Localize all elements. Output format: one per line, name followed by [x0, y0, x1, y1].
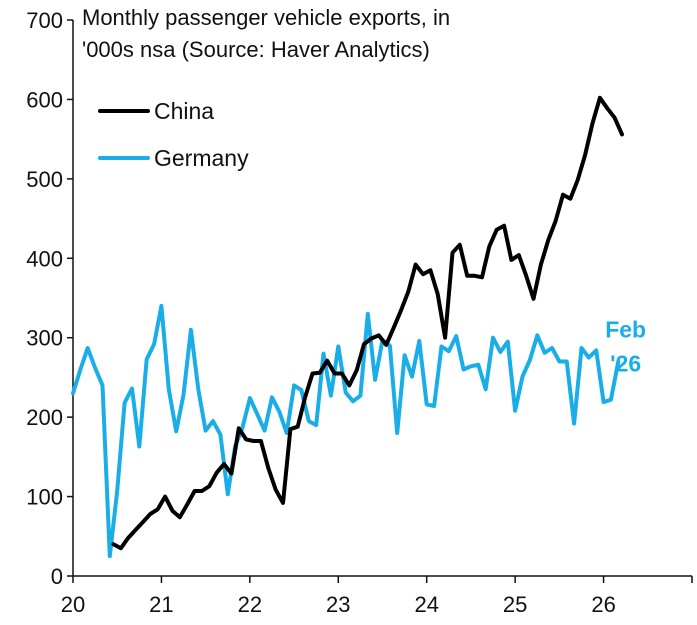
- x-tick-label: 20: [61, 592, 85, 617]
- legend-label-germany: Germany: [154, 145, 249, 171]
- legend: China Germany: [98, 98, 249, 171]
- x-tick-label: 25: [503, 592, 527, 617]
- y-tick-label: 200: [26, 405, 63, 430]
- annotation-line-2: '26: [610, 351, 641, 377]
- y-tick-label: 300: [26, 326, 63, 351]
- legend-label-china: China: [154, 98, 214, 124]
- y-tick-label: 100: [26, 485, 63, 510]
- y-axis-ticks: 0 100 200 300 400 500 600 700: [26, 8, 74, 589]
- y-tick-label: 500: [26, 167, 63, 192]
- x-tick-label: 21: [149, 592, 173, 617]
- x-tick-label: 23: [326, 592, 350, 617]
- y-tick-label: 0: [51, 564, 63, 589]
- annotation-feb-26: Feb '26: [605, 317, 646, 377]
- annotation-line-1: Feb: [605, 317, 646, 343]
- series-line-germany: [71, 303, 621, 559]
- y-tick-label: 700: [26, 8, 63, 33]
- x-tick-label: 22: [238, 592, 262, 617]
- series-line-china: [111, 95, 624, 551]
- series-layer: [71, 95, 624, 559]
- x-tick-label: 26: [591, 592, 615, 617]
- x-tick-label: 24: [414, 592, 438, 617]
- y-tick-label: 400: [26, 246, 63, 271]
- x-axis-ticks: 20 21 22 23 24 25 26: [61, 576, 693, 617]
- chart-title-line-1: Monthly passenger vehicle exports, in: [82, 5, 450, 30]
- chart-title-line-2: '000s nsa (Source: Haver Analytics): [82, 37, 430, 62]
- y-tick-label: 600: [26, 87, 63, 112]
